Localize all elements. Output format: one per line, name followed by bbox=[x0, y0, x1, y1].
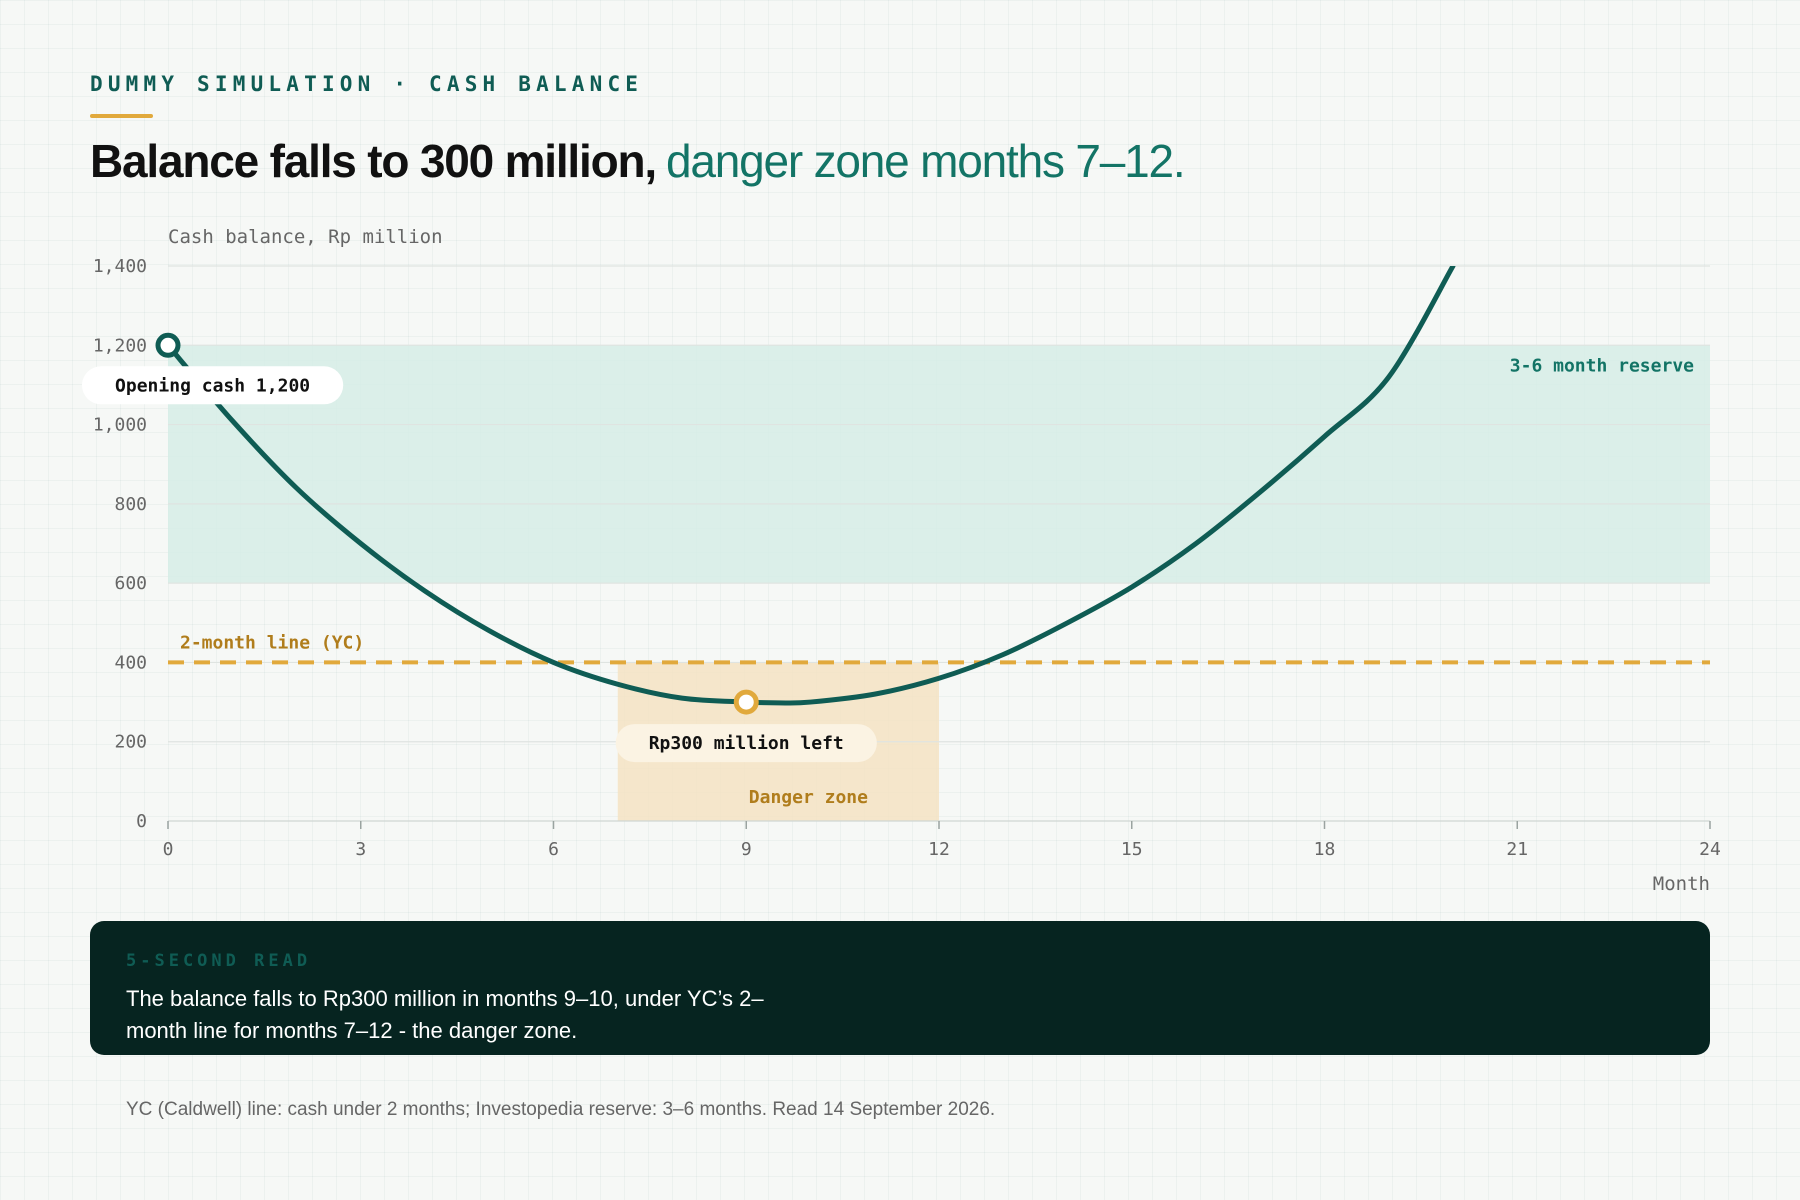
kicker-accent-rule bbox=[90, 114, 153, 118]
page-title: Balance falls to 300 million, danger zone… bbox=[90, 130, 1186, 192]
y-tick-label: 1,000 bbox=[93, 415, 147, 436]
section-kicker: DUMMY SIMULATION · CASH BALANCE bbox=[90, 72, 644, 96]
x-tick-label: 15 bbox=[1121, 839, 1143, 860]
headline-strong: Balance falls to 300 million, bbox=[90, 135, 657, 187]
band-label-1: Danger zone bbox=[749, 787, 868, 808]
y-tick-label: 600 bbox=[114, 573, 147, 594]
x-tick-label: 24 bbox=[1699, 839, 1721, 860]
x-tick-label: 3 bbox=[355, 839, 366, 860]
five-second-read-panel: 5-SECOND READ The balance falls to Rp300… bbox=[90, 921, 1710, 1055]
y-tick-label: 400 bbox=[114, 652, 147, 673]
x-tick-label: 21 bbox=[1506, 839, 1528, 860]
annotation-marker-0 bbox=[155, 332, 181, 358]
y-tick-label: 800 bbox=[114, 494, 147, 515]
reference-lines-layer: 2-month line (YC) bbox=[168, 632, 1710, 665]
reference-line-label: 2-month line (YC) bbox=[180, 632, 364, 653]
annotations-layer: Opening cash 1,200 Rp300 million left bbox=[82, 332, 877, 763]
y-tick-label: 200 bbox=[114, 732, 147, 753]
x-tick-label: 18 bbox=[1314, 839, 1336, 860]
band-0 bbox=[168, 345, 1710, 584]
x-tick-label: 0 bbox=[163, 839, 174, 860]
annotation-pill-1 bbox=[615, 724, 877, 763]
axis-layer: 0 200 400 600 800 1,000 1,200 1,400 0 3 6 9 12 15 18 21… bbox=[93, 256, 1721, 860]
cash-balance-chart: 3-6 month reserve Danger zone 2-month lin… bbox=[82, 226, 1721, 895]
y-tick-label: 0 bbox=[136, 811, 147, 832]
series-layer bbox=[165, 266, 1456, 706]
summary-kicker: 5-SECOND READ bbox=[126, 951, 312, 971]
y-tick-label: 1,400 bbox=[93, 256, 147, 277]
x-tick-label: 6 bbox=[548, 839, 559, 860]
x-axis-title: Month bbox=[1653, 873, 1710, 895]
summary-text: The balance falls to Rp300 million in mo… bbox=[126, 986, 764, 1043]
y-tick-label: 1,200 bbox=[93, 335, 147, 356]
source-footnote: YC (Caldwell) line: cash under 2 months;… bbox=[126, 1099, 996, 1120]
annotation-pill-0 bbox=[82, 366, 344, 405]
series-line-0 bbox=[165, 266, 1456, 706]
headline-accent: danger zone months 7–12. bbox=[665, 135, 1186, 187]
y-axis-title: Cash balance, Rp million bbox=[168, 226, 443, 248]
x-tick-label: 9 bbox=[741, 839, 752, 860]
x-tick-label: 12 bbox=[928, 839, 950, 860]
annotation-marker-1 bbox=[733, 689, 759, 715]
annotation-label-1: Rp300 million left bbox=[649, 733, 844, 754]
annotation-label-0: Opening cash 1,200 bbox=[115, 375, 310, 396]
band-label-0: 3-6 month reserve bbox=[1510, 355, 1694, 376]
